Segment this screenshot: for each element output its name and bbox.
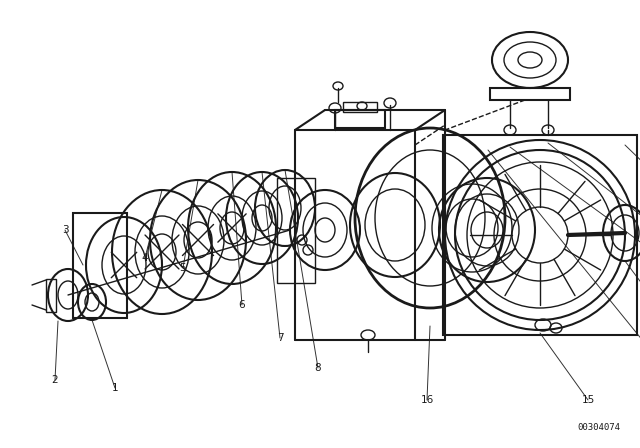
Text: 6: 6	[239, 300, 245, 310]
Bar	[73, 213, 127, 318]
Bar	[443, 135, 637, 335]
Text: 4: 4	[141, 253, 148, 263]
Text: 00304074: 00304074	[577, 423, 620, 432]
Bar	[335, 110, 385, 128]
Text: 1: 1	[112, 383, 118, 393]
Text: 16: 16	[420, 395, 434, 405]
Bar	[46, 279, 56, 312]
Bar	[343, 102, 377, 112]
Text: 7: 7	[276, 333, 284, 343]
Text: 8: 8	[315, 363, 321, 373]
Bar	[490, 88, 570, 100]
Text: 5: 5	[180, 263, 186, 273]
Text: 15: 15	[581, 395, 595, 405]
Bar	[277, 178, 315, 283]
Text: 3: 3	[61, 225, 68, 235]
Text: 2: 2	[52, 375, 58, 385]
